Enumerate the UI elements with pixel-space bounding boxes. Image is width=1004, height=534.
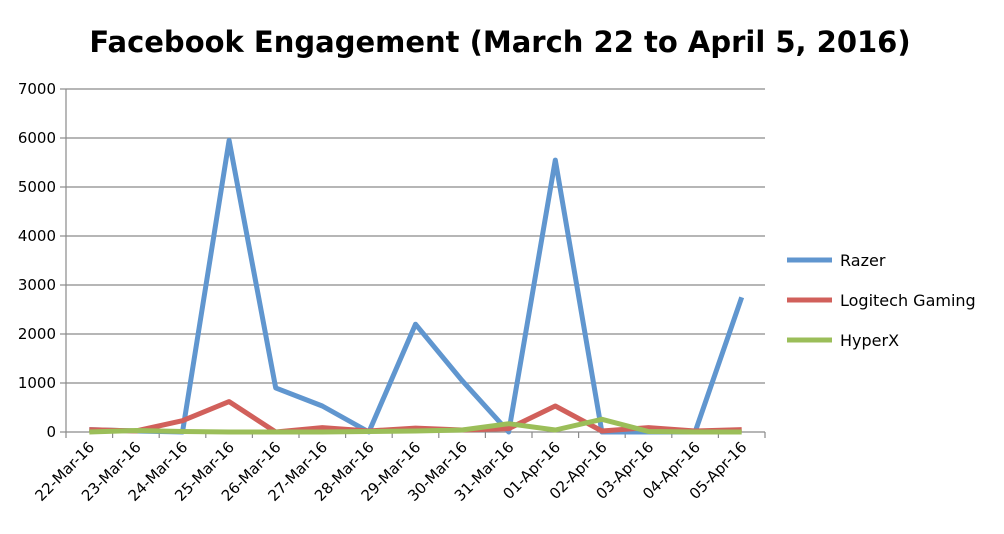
y-tick-label: 1000 (18, 374, 56, 392)
y-tick-label: 6000 (18, 129, 56, 147)
y-tick-label: 5000 (18, 178, 56, 196)
legend-label: Logitech Gaming (840, 291, 976, 310)
y-tick-label: 2000 (18, 325, 56, 343)
series-line-hyperx (89, 416, 742, 435)
legend: Razer Logitech Gaming HyperX (787, 251, 976, 350)
chart-title: Facebook Engagement (March 22 to April 5… (89, 25, 910, 59)
legend-label: HyperX (840, 331, 899, 350)
legend-item: Razer (787, 251, 886, 270)
y-tick-label: 3000 (18, 276, 56, 294)
legend-item: Logitech Gaming (787, 291, 976, 310)
axes: 0100020003000400050006000700022-Mar-1623… (18, 80, 766, 505)
legend-item: HyperX (787, 331, 899, 350)
gridlines (66, 88, 765, 384)
y-tick-label: 7000 (18, 80, 56, 98)
legend-label: Razer (840, 251, 886, 270)
y-tick-label: 0 (46, 423, 56, 441)
series-lines (89, 137, 745, 435)
y-tick-label: 4000 (18, 227, 56, 245)
series-line-razer (89, 137, 745, 435)
